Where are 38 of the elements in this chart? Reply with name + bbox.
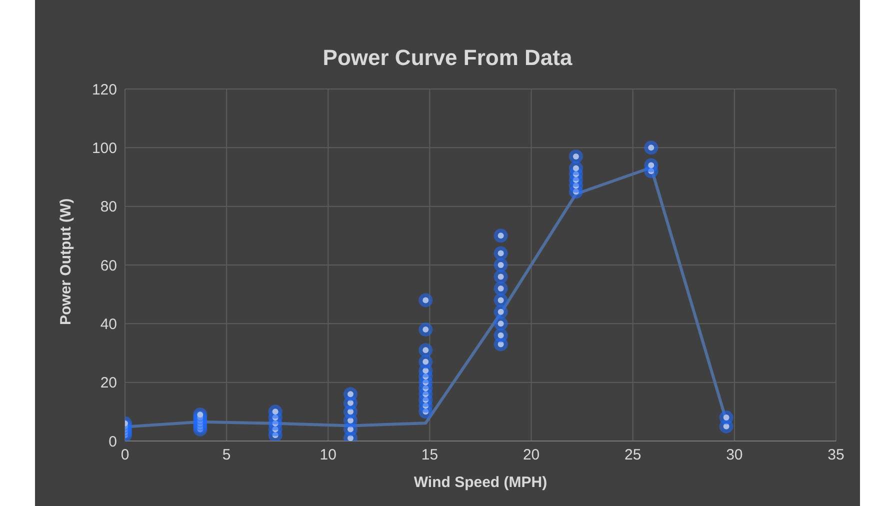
point <box>494 246 508 260</box>
point <box>418 322 433 337</box>
point <box>418 354 433 369</box>
point <box>568 161 583 176</box>
point <box>193 408 208 422</box>
x-tick-label: 5 <box>222 446 231 464</box>
point <box>494 281 508 296</box>
y-tick-label: 120 <box>92 81 117 98</box>
point <box>494 228 508 243</box>
chart-title: Power Curve From Data <box>322 44 574 71</box>
point <box>494 270 508 284</box>
y-tick-label: 40 <box>100 316 117 333</box>
point <box>343 387 358 402</box>
point <box>494 258 508 272</box>
x-tick-label: 30 <box>726 446 743 464</box>
point <box>719 410 734 425</box>
point <box>418 293 433 308</box>
y-axis-title: Power Output (W) <box>57 198 74 325</box>
point <box>268 404 282 419</box>
point <box>494 293 508 308</box>
y-tick-label: 0 <box>108 433 117 450</box>
y-tick-label: 60 <box>100 257 117 274</box>
x-axis-title: Wind Speed (MPH) <box>414 474 548 491</box>
y-tick-label: 20 <box>100 374 117 392</box>
point <box>644 158 658 172</box>
point <box>494 328 508 342</box>
y-tick-label: 100 <box>92 140 117 157</box>
x-tick-label: 25 <box>624 446 642 464</box>
point <box>644 140 658 155</box>
x-tick-label: 10 <box>320 446 336 464</box>
x-tick-label: 35 <box>828 446 844 464</box>
y-tick-label: 80 <box>100 198 117 216</box>
point <box>568 149 583 164</box>
point <box>494 316 508 331</box>
x-tick-label: 15 <box>421 446 438 464</box>
point <box>418 343 433 358</box>
x-tick-label: 0 <box>120 446 130 464</box>
x-tick-label: 20 <box>522 446 540 464</box>
